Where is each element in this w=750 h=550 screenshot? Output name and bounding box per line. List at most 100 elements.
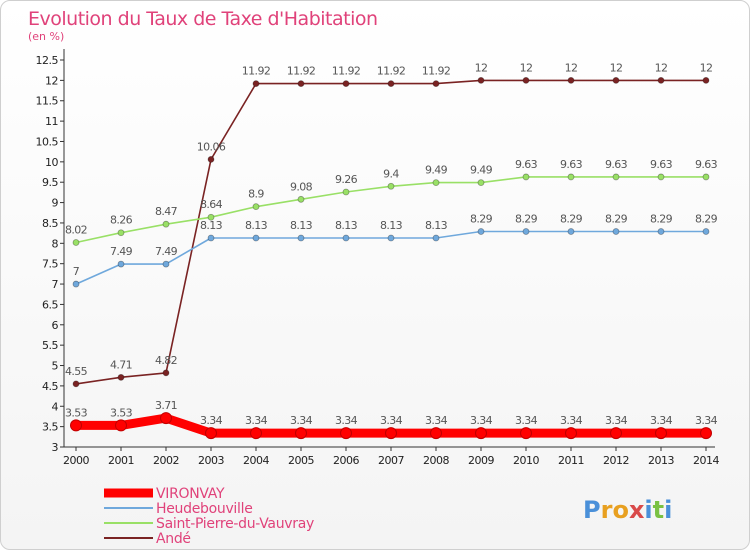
- series-vironvay: [70, 412, 712, 440]
- data-label-vironvay: 3.53: [110, 406, 133, 419]
- data-point-vironvay: [385, 427, 397, 440]
- data-point-ande: [612, 76, 620, 84]
- data-label-heudebouville: 7: [73, 265, 80, 278]
- data-label-saint-pierre-du-vauvray: 9.4: [383, 167, 399, 180]
- data-point-vironvay: [475, 427, 487, 440]
- data-label-vironvay: 3.71: [155, 399, 177, 412]
- data-point-heudebouville: [207, 234, 215, 242]
- data-point-saint-pierre-du-vauvray: [612, 173, 620, 181]
- legend: VIRONVAYHeudebouvilleSaint-Pierre-du-Vau…: [104, 486, 314, 547]
- x-tick-label: 2007: [378, 454, 404, 467]
- data-point-ande: [702, 76, 710, 84]
- data-label-saint-pierre-du-vauvray: 8.47: [155, 205, 178, 218]
- data-point-ande: [72, 380, 80, 388]
- data-point-ande: [252, 80, 260, 88]
- data-label-vironvay: 3.34: [425, 414, 448, 427]
- data-label-vironvay: 3.34: [560, 414, 583, 427]
- data-label-heudebouville: 8.29: [515, 213, 538, 226]
- x-tick-label: 2009: [468, 454, 494, 467]
- y-tick-label: 11.5: [36, 95, 59, 108]
- y-tick-label: 12.5: [36, 54, 59, 67]
- x-tick-label: 2008: [423, 454, 449, 467]
- data-label-heudebouville: 8.13: [335, 219, 358, 232]
- data-label-vironvay: 3.34: [470, 414, 493, 427]
- data-label-ande: 12: [475, 61, 488, 74]
- data-point-heudebouville: [297, 234, 305, 242]
- data-label-saint-pierre-du-vauvray: 9.49: [425, 164, 448, 177]
- y-tick-label: 6: [52, 319, 59, 332]
- y-tick-label: 4.5: [42, 380, 58, 393]
- data-label-vironvay: 3.34: [245, 414, 268, 427]
- x-tick-label: 2006: [333, 454, 359, 467]
- y-tick-label: 9.5: [42, 176, 58, 189]
- data-label-saint-pierre-du-vauvray: 9.63: [515, 158, 538, 171]
- y-tick-label: 4: [52, 400, 59, 413]
- data-point-ande: [567, 76, 575, 84]
- data-label-ande: 12: [700, 61, 713, 74]
- data-label-saint-pierre-du-vauvray: 8.26: [110, 214, 133, 227]
- series-heudebouville: [72, 228, 710, 288]
- data-point-heudebouville: [432, 234, 440, 242]
- series-ande: [72, 76, 710, 388]
- y-tick-label: 10: [45, 156, 58, 169]
- data-point-heudebouville: [117, 260, 125, 268]
- data-point-vironvay: [250, 427, 262, 440]
- data-label-vironvay: 3.34: [605, 414, 628, 427]
- data-point-heudebouville: [612, 228, 620, 235]
- data-point-saint-pierre-du-vauvray: [522, 173, 530, 181]
- series-saint-pierre-du-vauvray: [72, 173, 710, 246]
- data-label-saint-pierre-du-vauvray: 9.63: [695, 158, 718, 171]
- data-label-vironvay: 3.34: [200, 414, 223, 427]
- data-label-heudebouville: 8.13: [380, 219, 403, 232]
- data-point-vironvay: [160, 412, 172, 425]
- data-label-ande: 12: [520, 61, 533, 74]
- data-label-saint-pierre-du-vauvray: 9.08: [290, 180, 313, 193]
- legend-entry-label: Heudebouville: [156, 501, 253, 517]
- data-point-heudebouville: [72, 280, 80, 288]
- data-label-ande: 11.92: [242, 65, 271, 78]
- data-point-vironvay: [295, 427, 307, 440]
- data-label-heudebouville: 8.13: [425, 219, 448, 232]
- y-tick-label: 5.5: [42, 339, 58, 352]
- legend-entry-label: VIRONVAY: [156, 486, 225, 502]
- data-point-vironvay: [520, 427, 532, 440]
- y-tick-label: 5: [52, 360, 59, 373]
- data-point-heudebouville: [702, 228, 710, 235]
- data-label-heudebouville: 8.13: [290, 219, 313, 232]
- y-axis-unit-label: (en %): [28, 30, 64, 43]
- proxiti-logo: Proxiti: [583, 496, 672, 524]
- data-label-ande: 10.06: [197, 140, 226, 153]
- y-tick-label: 12: [45, 74, 58, 87]
- y-tick-label: 6.5: [42, 298, 58, 311]
- data-label-heudebouville: 8.13: [200, 219, 223, 232]
- x-tick-label: 2010: [513, 454, 539, 467]
- data-label-heudebouville: 8.29: [695, 213, 718, 226]
- data-point-ande: [657, 76, 665, 84]
- data-label-ande: 4.71: [110, 358, 132, 371]
- data-label-saint-pierre-du-vauvray: 9.63: [605, 158, 628, 171]
- data-label-saint-pierre-du-vauvray: 8.9: [248, 188, 264, 201]
- data-point-vironvay: [70, 419, 82, 432]
- data-label-saint-pierre-du-vauvray: 9.26: [335, 173, 358, 186]
- data-label-vironvay: 3.53: [65, 406, 88, 419]
- data-label-vironvay: 3.34: [650, 414, 673, 427]
- data-point-ande: [162, 369, 170, 377]
- data-point-heudebouville: [477, 228, 485, 235]
- x-tick-label: 2013: [648, 454, 674, 467]
- data-point-heudebouville: [567, 228, 575, 235]
- data-point-vironvay: [565, 427, 577, 440]
- data-label-saint-pierre-du-vauvray: 9.49: [470, 164, 493, 177]
- x-tick-label: 2011: [558, 454, 584, 467]
- data-label-ande: 11.92: [287, 65, 316, 78]
- data-label-saint-pierre-du-vauvray: 8.02: [65, 224, 87, 237]
- data-point-saint-pierre-du-vauvray: [297, 195, 305, 203]
- data-point-saint-pierre-du-vauvray: [252, 203, 260, 211]
- data-point-vironvay: [700, 427, 712, 440]
- data-label-heudebouville: 8.29: [650, 213, 673, 226]
- data-point-saint-pierre-du-vauvray: [72, 239, 80, 246]
- x-tick-label: 2012: [603, 454, 629, 467]
- data-label-ande: 11.92: [377, 65, 406, 78]
- data-label-saint-pierre-du-vauvray: 9.63: [650, 158, 673, 171]
- data-label-vironvay: 3.34: [380, 414, 403, 427]
- data-label-heudebouville: 7.49: [155, 245, 178, 258]
